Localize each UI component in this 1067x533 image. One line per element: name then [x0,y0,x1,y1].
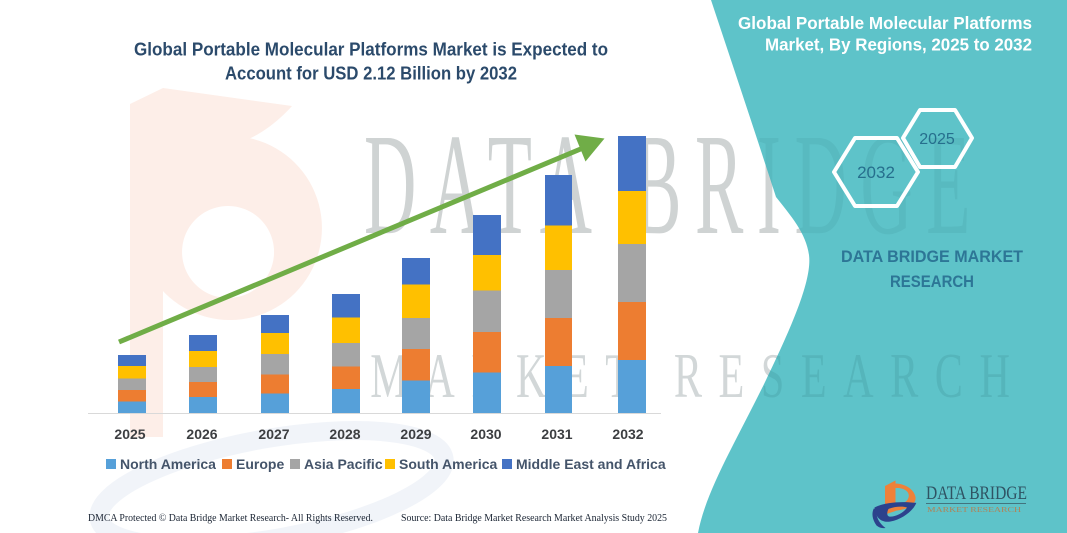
svg-text:Global Portable Molecular Plat: Global Portable Molecular Platforms [738,13,1032,33]
svg-text:DATA BRIDGE: DATA BRIDGE [364,104,984,265]
svg-text:2029: 2029 [400,426,431,442]
svg-text:DATA BRIDGE MARKET: DATA BRIDGE MARKET [841,248,1023,266]
svg-text:Source: Data Bridge Market Res: Source: Data Bridge Market Research Mark… [401,512,667,524]
svg-text:Asia Pacific: Asia Pacific [304,456,383,472]
svg-text:South America: South America [399,456,497,472]
svg-text:2030: 2030 [470,426,501,442]
svg-text:2032: 2032 [612,426,643,442]
svg-text:North America: North America [120,456,216,472]
svg-text:MARKET RESEARCH: MARKET RESEARCH [370,340,1026,411]
svg-text:MARKET RESEARCH: MARKET RESEARCH [927,506,1021,514]
svg-text:2026: 2026 [186,426,217,442]
svg-text:Europe: Europe [236,456,284,472]
svg-text:Account for USD 2.12 Billion b: Account for USD 2.12 Billion by 2032 [225,64,517,84]
svg-text:RESEARCH: RESEARCH [890,273,974,291]
svg-text:2032: 2032 [857,163,895,182]
svg-text:DATA BRIDGE: DATA BRIDGE [926,483,1027,504]
svg-text:2025: 2025 [919,131,955,148]
svg-text:2025: 2025 [114,426,145,442]
svg-text:Global Portable Molecular Plat: Global Portable Molecular Platforms Mark… [134,40,608,60]
svg-text:DMCA Protected © Data Bridge M: DMCA Protected © Data Bridge Market Rese… [88,512,373,524]
svg-text:Middle East and Africa: Middle East and Africa [516,456,666,472]
svg-text:2028: 2028 [329,426,360,442]
svg-text:2027: 2027 [258,426,289,442]
svg-text:Market, By Regions, 2025 to 20: Market, By Regions, 2025 to 2032 [765,35,1032,55]
svg-text:2031: 2031 [541,426,572,442]
